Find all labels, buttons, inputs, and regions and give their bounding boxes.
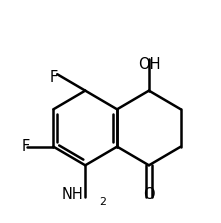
Text: 2: 2	[99, 196, 106, 206]
Text: F: F	[22, 139, 30, 154]
Text: OH: OH	[138, 57, 160, 72]
Text: O: O	[143, 187, 155, 202]
Text: F: F	[49, 70, 57, 85]
Text: NH: NH	[61, 188, 83, 202]
